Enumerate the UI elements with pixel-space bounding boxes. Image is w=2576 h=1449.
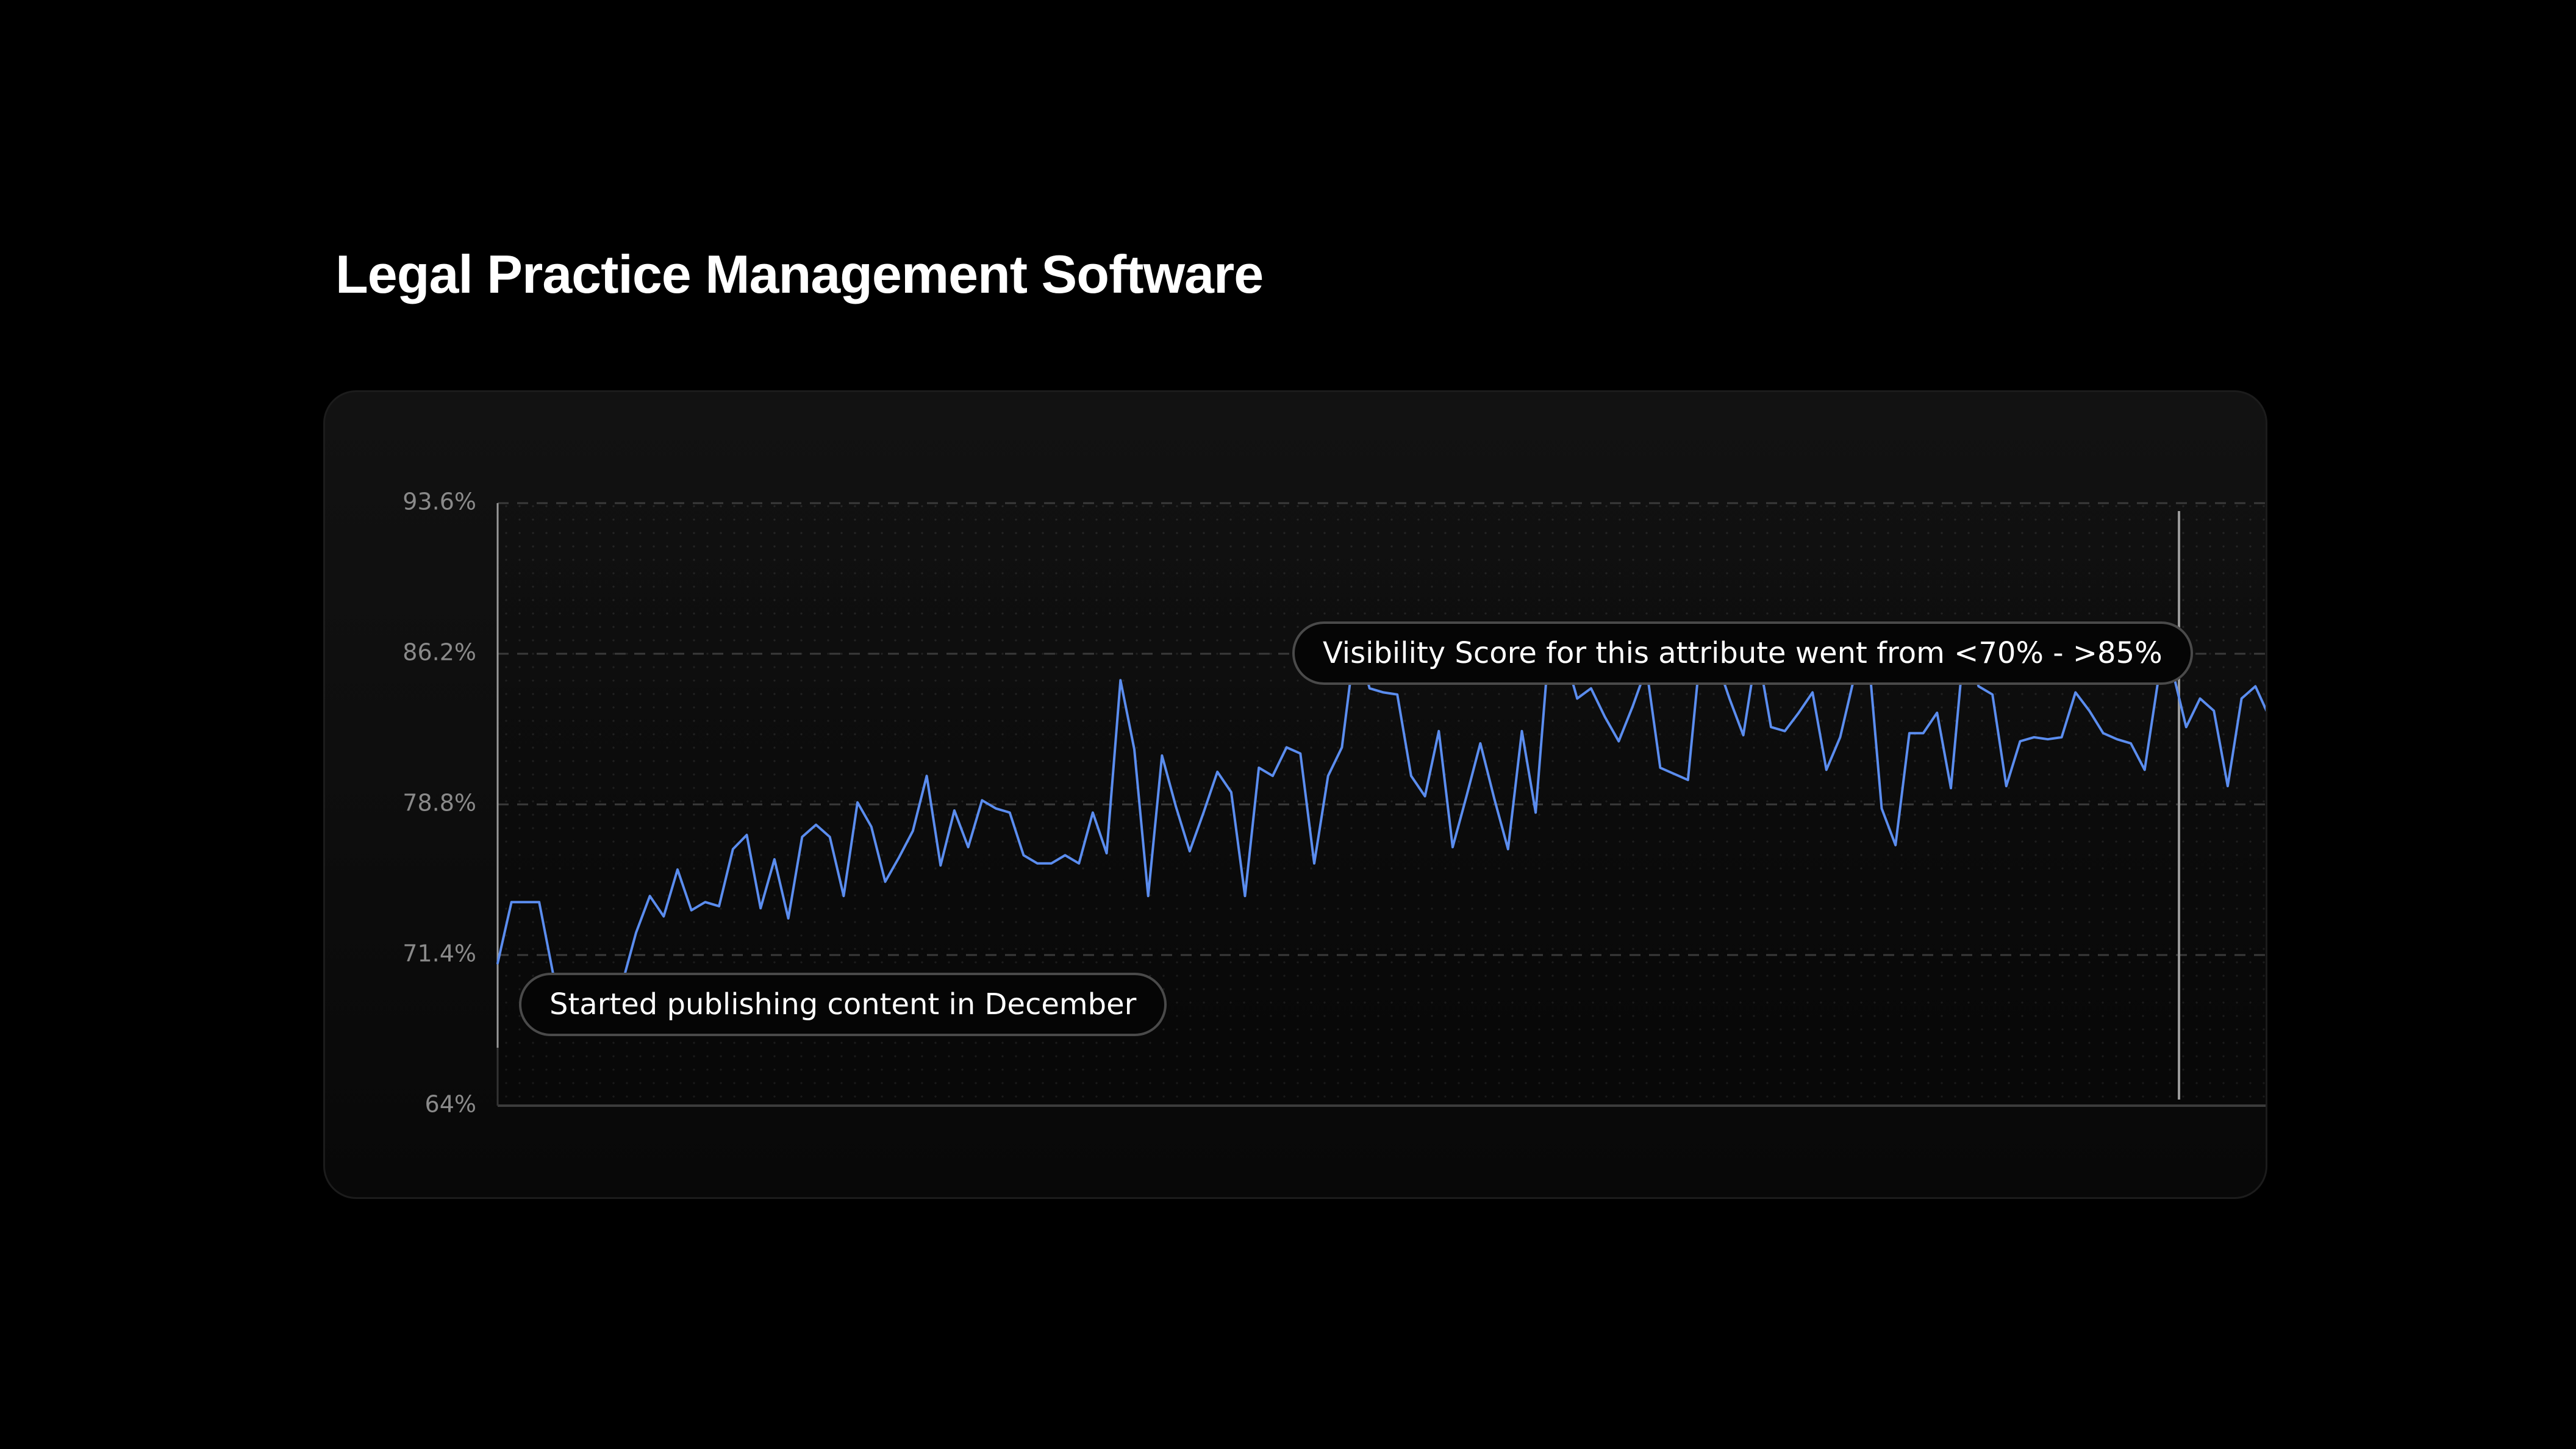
y-tick-label: 71.4% [402,940,476,967]
line-chart: 93.6% 86.2% 78.8% 71.4% 64% [402,488,2266,1118]
event-markers [496,503,2180,1100]
y-tick-label: 86.2% [402,639,476,666]
y-tick-label: 64% [425,1091,476,1118]
y-tick-label: 78.8% [402,790,476,817]
page-title: Legal Practice Management Software [335,244,1264,304]
annotation-visibility-score: Visibility Score for this attribute went… [1292,621,2193,685]
y-axis-ticks: 93.6% 86.2% 78.8% 71.4% 64% [402,488,476,1118]
annotation-start-publishing: Started publishing content in December [519,973,1167,1036]
chart-card: 93.6% 86.2% 78.8% 71.4% 64% Started publishi… [323,390,2267,1199]
y-tick-label: 93.6% [402,488,476,515]
